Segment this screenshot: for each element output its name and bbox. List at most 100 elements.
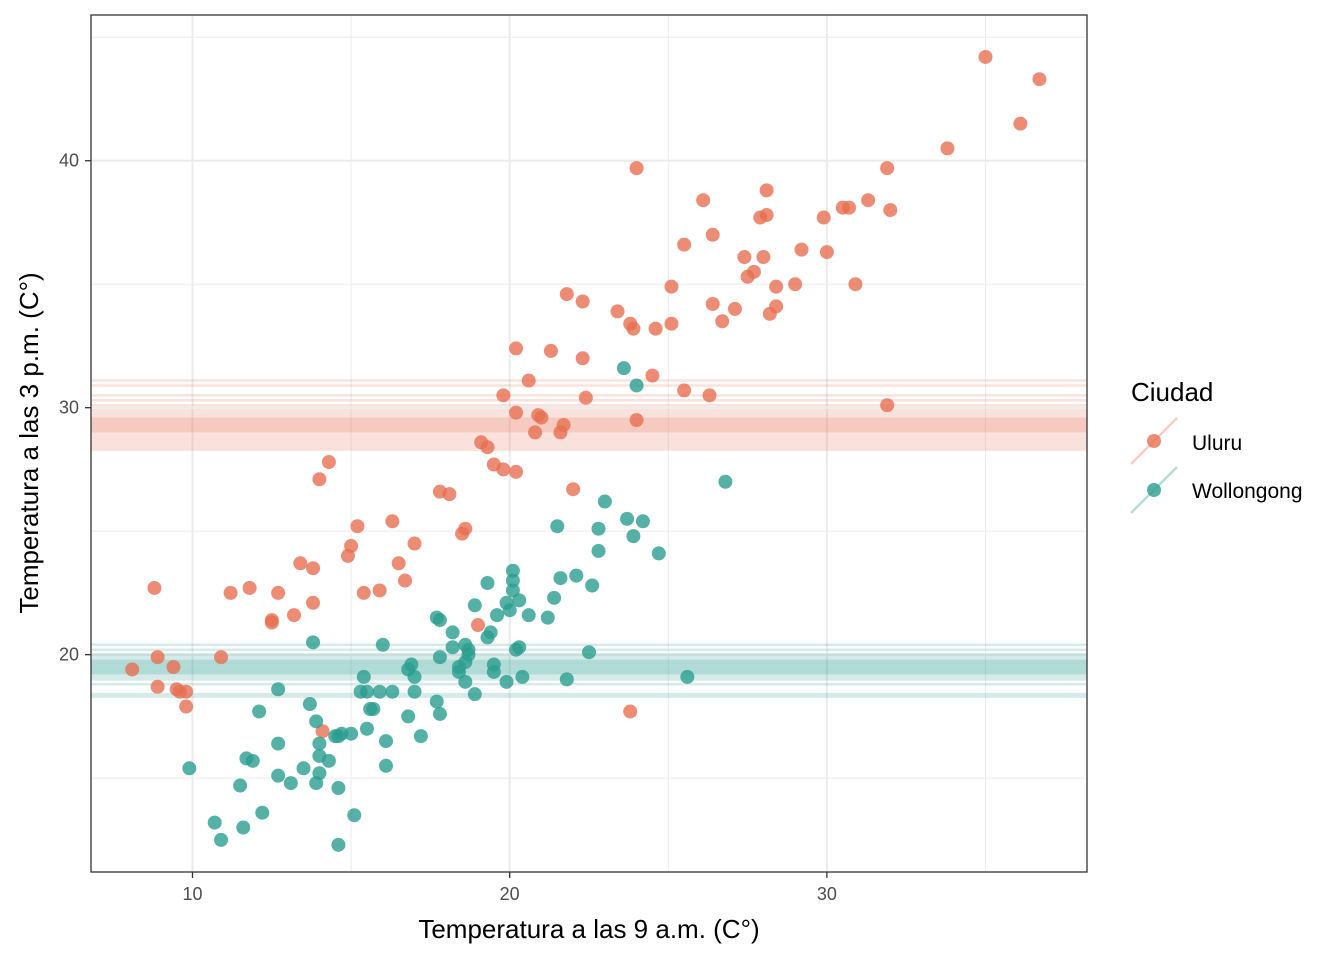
point-wollongong — [182, 761, 197, 776]
point-uluru — [715, 314, 730, 329]
point-wollongong — [432, 650, 447, 665]
point-uluru — [306, 561, 321, 576]
point-uluru — [264, 615, 279, 630]
point-wollongong — [312, 736, 327, 751]
point-uluru — [566, 482, 581, 497]
point-wollongong — [356, 669, 371, 684]
legend-key-dot-wollongong — [1147, 483, 1161, 497]
point-wollongong — [283, 776, 298, 791]
point-uluru — [629, 161, 644, 176]
point-uluru — [727, 301, 742, 316]
point-uluru — [788, 277, 803, 292]
point-uluru — [321, 455, 336, 470]
data-points — [125, 49, 1047, 852]
point-uluru — [677, 237, 692, 252]
point-uluru — [147, 580, 162, 595]
point-uluru — [575, 294, 590, 309]
x-tick-label: 30 — [817, 884, 837, 904]
point-wollongong — [309, 714, 324, 729]
point-wollongong — [359, 721, 374, 736]
point-wollongong — [252, 704, 267, 719]
point-uluru — [978, 49, 993, 64]
point-uluru — [179, 684, 194, 699]
point-wollongong — [236, 820, 251, 835]
y-tick-label: 20 — [59, 645, 79, 665]
point-uluru — [702, 388, 717, 403]
point-uluru — [356, 585, 371, 600]
x-tick-label: 20 — [500, 884, 520, 904]
point-wollongong — [375, 637, 390, 652]
point-wollongong — [626, 529, 641, 544]
point-wollongong — [445, 625, 460, 640]
point-uluru — [528, 425, 543, 440]
point-uluru — [664, 279, 679, 294]
point-wollongong — [559, 672, 574, 687]
point-wollongong — [569, 568, 584, 583]
point-wollongong — [505, 563, 520, 578]
point-uluru — [759, 208, 774, 223]
point-uluru — [746, 264, 761, 279]
point-wollongong — [480, 576, 495, 591]
point-uluru — [664, 316, 679, 331]
point-wollongong — [407, 684, 422, 699]
point-wollongong — [359, 684, 374, 699]
point-uluru — [880, 398, 895, 413]
point-uluru — [150, 679, 165, 694]
legend-key-uluru — [1130, 417, 1178, 465]
point-uluru — [312, 472, 327, 487]
point-wollongong — [635, 514, 650, 529]
point-uluru — [769, 279, 784, 294]
point-wollongong — [512, 640, 527, 655]
point-wollongong — [378, 758, 393, 773]
point-uluru — [293, 556, 308, 571]
point-wollongong — [366, 701, 381, 716]
point-uluru — [883, 203, 898, 218]
point-uluru — [496, 388, 511, 403]
legend-key-dot-uluru — [1147, 434, 1161, 448]
point-uluru — [372, 583, 387, 598]
point-uluru — [223, 585, 238, 600]
x-tick-label: 10 — [182, 884, 202, 904]
point-uluru — [150, 650, 165, 665]
legend: Ciudad Uluru Wollongong — [1130, 377, 1303, 514]
point-uluru — [762, 306, 777, 321]
point-wollongong — [245, 753, 260, 768]
point-uluru — [350, 519, 365, 534]
point-wollongong — [629, 378, 644, 393]
point-wollongong — [547, 590, 562, 605]
point-uluru — [166, 660, 181, 675]
point-wollongong — [467, 687, 482, 702]
point-uluru — [509, 405, 524, 420]
point-wollongong — [296, 761, 311, 776]
point-uluru — [848, 277, 863, 292]
point-wollongong — [321, 753, 336, 768]
point-wollongong — [445, 640, 460, 655]
point-uluru — [242, 580, 257, 595]
point-wollongong — [505, 573, 520, 588]
point-uluru — [816, 210, 831, 225]
point-wollongong — [502, 603, 517, 618]
point-wollongong — [271, 682, 286, 697]
point-uluru — [287, 608, 302, 623]
legend-key-wollongong — [1130, 466, 1178, 514]
point-wollongong — [486, 664, 501, 679]
point-wollongong — [458, 674, 473, 689]
point-uluru — [623, 704, 638, 719]
point-uluru — [214, 650, 229, 665]
point-uluru — [398, 573, 413, 588]
point-wollongong — [550, 519, 565, 534]
point-wollongong — [499, 674, 514, 689]
point-uluru — [575, 351, 590, 366]
point-uluru — [179, 699, 194, 714]
legend-title: Ciudad — [1131, 377, 1213, 407]
point-wollongong — [591, 521, 606, 536]
point-wollongong — [214, 832, 229, 847]
point-wollongong — [233, 778, 248, 793]
point-wollongong — [331, 781, 346, 796]
point-uluru — [629, 413, 644, 428]
point-uluru — [1032, 72, 1047, 87]
y-axis-label: Temperatura a las 3 p.m. (C°) — [14, 272, 44, 613]
point-uluru — [470, 618, 485, 633]
point-wollongong — [512, 593, 527, 608]
